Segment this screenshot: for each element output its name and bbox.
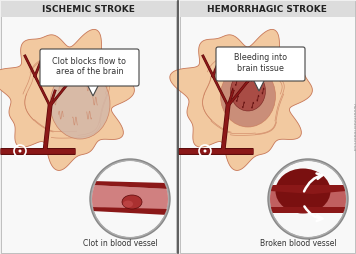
Ellipse shape	[123, 200, 133, 208]
Polygon shape	[270, 207, 346, 213]
Circle shape	[268, 159, 348, 239]
Polygon shape	[170, 29, 313, 170]
Ellipse shape	[276, 168, 330, 214]
Ellipse shape	[230, 71, 266, 111]
Polygon shape	[92, 207, 168, 215]
Ellipse shape	[122, 195, 142, 209]
Circle shape	[204, 150, 206, 152]
Circle shape	[90, 159, 170, 239]
Circle shape	[19, 150, 21, 152]
Polygon shape	[253, 79, 265, 91]
Polygon shape	[0, 29, 135, 170]
FancyBboxPatch shape	[180, 1, 355, 253]
FancyArrowPatch shape	[304, 207, 323, 221]
Circle shape	[270, 161, 346, 237]
Text: Clot in blood vessel: Clot in blood vessel	[83, 240, 157, 248]
Polygon shape	[270, 185, 346, 194]
FancyArrowPatch shape	[304, 173, 323, 192]
Ellipse shape	[50, 69, 110, 139]
FancyBboxPatch shape	[216, 47, 305, 81]
Text: AboutKidsHealth.ca: AboutKidsHealth.ca	[351, 103, 356, 151]
Ellipse shape	[220, 65, 276, 127]
FancyBboxPatch shape	[1, 1, 176, 253]
Text: Clot blocks flow to
area of the brain: Clot blocks flow to area of the brain	[52, 57, 126, 76]
FancyBboxPatch shape	[1, 1, 176, 17]
Polygon shape	[92, 181, 168, 189]
Text: Bleeding into
brain tissue: Bleeding into brain tissue	[234, 53, 287, 73]
Polygon shape	[270, 189, 346, 209]
Text: ISCHEMIC STROKE: ISCHEMIC STROKE	[42, 5, 135, 13]
Text: Broken blood vessel: Broken blood vessel	[260, 240, 336, 248]
FancyBboxPatch shape	[40, 49, 139, 86]
Polygon shape	[87, 84, 99, 96]
Text: HEMORRHAGIC STROKE: HEMORRHAGIC STROKE	[207, 5, 327, 13]
Circle shape	[92, 161, 168, 237]
FancyBboxPatch shape	[180, 1, 355, 17]
Polygon shape	[92, 185, 168, 213]
